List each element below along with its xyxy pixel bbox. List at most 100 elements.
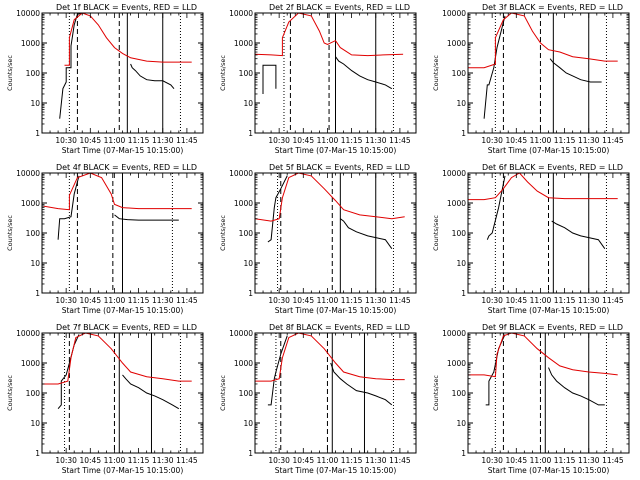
events-series-line: [548, 367, 605, 406]
y-tick-label: 10000: [16, 169, 40, 178]
x-tick-label: 10:45: [79, 136, 101, 145]
y-axis-label: Counts/sec: [432, 55, 440, 91]
lightcurve-chart: 1 10 100 1000 10000 10:30 10:45 11:00 11:15 11:30…: [219, 3, 417, 155]
x-tick-label: 11:15: [554, 136, 576, 145]
y-tick-label: 10000: [442, 329, 466, 338]
y-tick-label: 100: [239, 229, 254, 238]
y-tick-label: 10000: [229, 169, 253, 178]
events-series-line: [57, 175, 80, 240]
x-tick-label: 10:30: [481, 456, 503, 465]
events-series-line: [130, 63, 175, 90]
x-tick-label: 10:45: [292, 296, 314, 305]
y-tick-label: 100: [26, 69, 41, 78]
events-series-line: [335, 56, 393, 90]
detector-panel: 1 10 100 1000 10000 10:30 10:45 11:00 11:15 11:30…: [426, 160, 639, 320]
events-series-line: [114, 214, 179, 221]
panel-title: Det 4f BLACK = Events, RED = LLD: [56, 163, 197, 172]
x-tick-label: 11:45: [602, 296, 624, 305]
panel-title: Det 8f BLACK = Events, RED = LLD: [269, 323, 410, 332]
detector-panel: 1 10 100 1000 10000 10:30 10:45 11:00 11:15 11:30…: [0, 0, 213, 160]
x-tick-label: 11:45: [602, 456, 624, 465]
x-tick-label: 11:00: [104, 136, 126, 145]
y-tick-label: 1000: [447, 39, 466, 48]
detector-panel: 1 10 100 1000 10000 10:30 10:45 11:00 11:15 11:30…: [213, 320, 426, 480]
y-tick-label: 1: [248, 289, 253, 298]
x-tick-label: 11:15: [128, 296, 150, 305]
lld-series-line: [42, 173, 192, 211]
y-tick-label: 10: [456, 259, 466, 268]
x-tick-label: 11:30: [152, 456, 174, 465]
x-tick-label: 11:15: [128, 456, 150, 465]
lightcurve-chart: 1 10 100 1000 10000 10:30 10:45 11:00 11:15 11:30…: [6, 323, 204, 475]
y-tick-label: 1: [35, 449, 40, 458]
y-tick-label: 10: [30, 99, 40, 108]
y-tick-label: 10: [30, 419, 40, 428]
x-tick-label: 11:00: [104, 456, 126, 465]
detector-panel: 1 10 100 1000 10000 10:30 10:45 11:00 11:15 11:30…: [213, 160, 426, 320]
x-tick-label: 11:30: [365, 136, 387, 145]
y-tick-label: 10000: [442, 9, 466, 18]
y-tick-label: 10000: [16, 329, 40, 338]
x-axis-label: Start Time (07-Mar-15 10:15:00): [488, 466, 610, 475]
x-tick-label: 11:45: [176, 456, 198, 465]
y-tick-label: 100: [26, 389, 41, 398]
y-tick-label: 1: [35, 289, 40, 298]
lightcurve-chart: 1 10 100 1000 10000 10:30 10:45 11:00 11:15 11:30…: [432, 3, 630, 155]
x-tick-label: 11:45: [602, 136, 624, 145]
events-series-line: [483, 15, 506, 119]
y-axis-label: Counts/sec: [432, 215, 440, 251]
x-tick-label: 11:00: [530, 456, 552, 465]
y-tick-label: 1: [35, 129, 40, 138]
y-tick-label: 10000: [229, 329, 253, 338]
detector-panel: 1 10 100 1000 10000 10:30 10:45 11:00 11:15 11:30…: [426, 320, 639, 480]
detector-panel: 1 10 100 1000 10000 10:30 10:45 11:00 11:15 11:30…: [213, 0, 426, 160]
y-tick-label: 100: [26, 229, 41, 238]
x-tick-label: 11:00: [317, 296, 339, 305]
x-tick-label: 10:30: [268, 296, 290, 305]
x-tick-label: 11:30: [152, 136, 174, 145]
x-tick-label: 10:30: [55, 296, 77, 305]
lld-series-line: [468, 13, 618, 69]
y-tick-label: 1000: [447, 359, 466, 368]
panel-title: Det 2f BLACK = Events, RED = LLD: [269, 3, 410, 12]
x-tick-label: 11:30: [365, 296, 387, 305]
events-series-line: [551, 220, 606, 249]
y-tick-label: 1000: [234, 39, 253, 48]
detector-panel: 1 10 100 1000 10000 10:30 10:45 11:00 11:15 11:30…: [0, 160, 213, 320]
x-tick-label: 11:45: [389, 456, 411, 465]
y-tick-label: 1000: [234, 199, 253, 208]
x-tick-label: 10:45: [292, 456, 314, 465]
x-tick-label: 10:45: [505, 296, 527, 305]
y-tick-label: 1000: [21, 199, 40, 208]
panel-title: Det 9f BLACK = Events, RED = LLD: [482, 323, 623, 332]
lightcurve-chart: 1 10 100 1000 10000 10:30 10:45 11:00 11:15 11:30…: [219, 163, 417, 315]
x-axis-label: Start Time (07-Mar-15 10:15:00): [275, 466, 397, 475]
lld-series-line: [468, 333, 618, 378]
y-tick-label: 10000: [442, 169, 466, 178]
x-tick-label: 10:45: [79, 456, 101, 465]
panel-title: Det 5f BLACK = Events, RED = LLD: [269, 163, 410, 172]
lightcurve-chart: 1 10 100 1000 10000 10:30 10:45 11:00 11:15 11:30…: [6, 3, 204, 155]
x-tick-label: 11:45: [176, 296, 198, 305]
x-axis-label: Start Time (07-Mar-15 10:15:00): [275, 306, 397, 315]
x-tick-label: 11:00: [104, 296, 126, 305]
y-tick-label: 1: [461, 449, 466, 458]
x-tick-label: 10:30: [268, 456, 290, 465]
detector-panel: 1 10 100 1000 10000 10:30 10:45 11:00 11:15 11:30…: [426, 0, 639, 160]
y-tick-label: 10000: [16, 9, 40, 18]
x-tick-label: 10:30: [55, 136, 77, 145]
x-tick-label: 11:00: [530, 296, 552, 305]
x-tick-label: 11:45: [389, 296, 411, 305]
x-tick-label: 11:30: [365, 456, 387, 465]
y-axis-label: Counts/sec: [6, 375, 14, 411]
y-tick-label: 1000: [21, 359, 40, 368]
events-series-line: [59, 13, 83, 119]
x-tick-label: 11:15: [554, 456, 576, 465]
panel-title: Det 6f BLACK = Events, RED = LLD: [482, 163, 623, 172]
lld-series-line: [255, 173, 405, 222]
x-tick-label: 11:00: [530, 136, 552, 145]
x-tick-label: 10:30: [55, 456, 77, 465]
x-tick-label: 10:30: [268, 136, 290, 145]
y-axis-label: Counts/sec: [219, 215, 227, 251]
